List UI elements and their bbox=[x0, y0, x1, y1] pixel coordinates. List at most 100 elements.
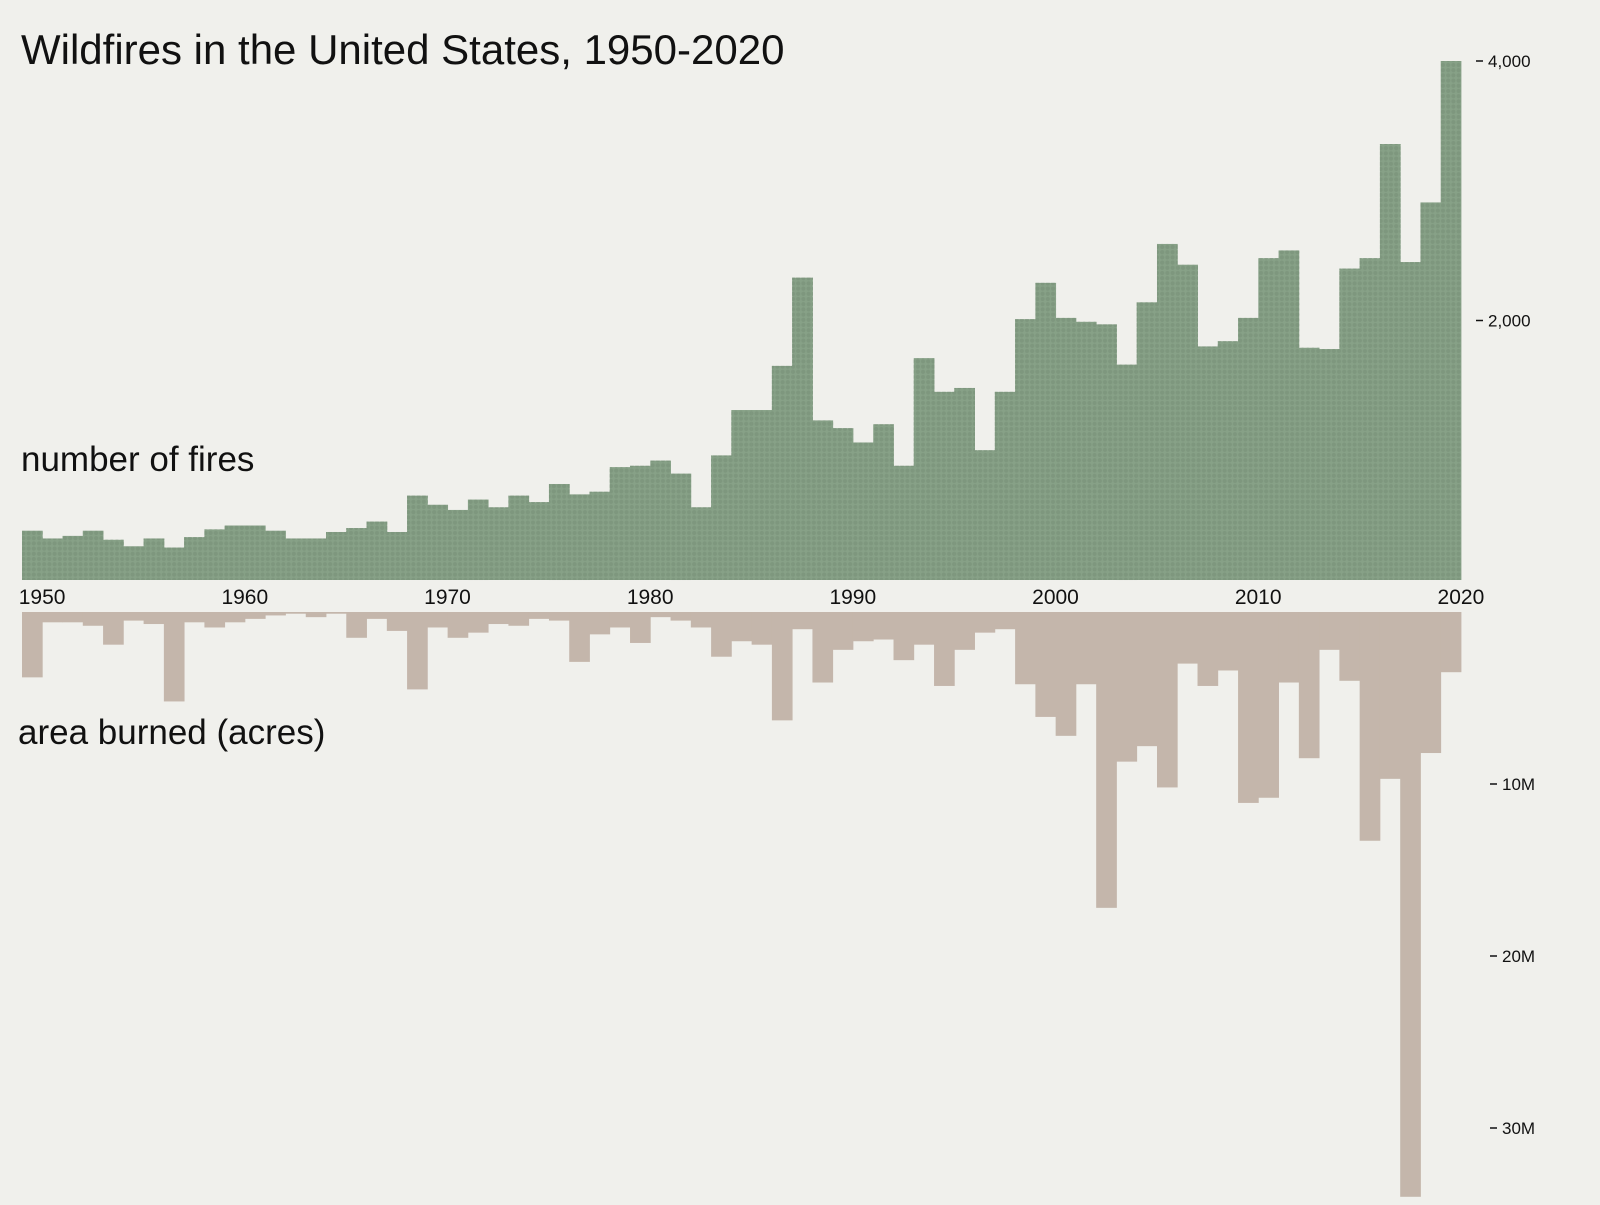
area-bar-1959 bbox=[204, 612, 226, 628]
area-bar-2010 bbox=[1238, 612, 1259, 803]
fires-bar-dots-1984 bbox=[711, 455, 732, 580]
fires-bar-dots-1996 bbox=[954, 387, 975, 580]
area-bar-1969 bbox=[407, 612, 428, 690]
area-bar-2002 bbox=[1075, 612, 1097, 685]
area-bar-2020 bbox=[1440, 612, 1462, 673]
fires-bar-dots-2019 bbox=[1420, 202, 1442, 580]
fires-bar-dots-2003 bbox=[1096, 324, 1117, 580]
fires-bar-dots-1993 bbox=[893, 465, 915, 580]
fires-bar-dots-1976 bbox=[548, 483, 570, 581]
fires-bar-dots-1990 bbox=[832, 428, 854, 580]
fires-bar-dots-1950 bbox=[22, 530, 43, 580]
area-bar-1960 bbox=[224, 612, 246, 623]
area-bar-1958 bbox=[184, 612, 205, 623]
fires-bar-dots-2008 bbox=[1197, 346, 1219, 580]
area-bar-1973 bbox=[488, 612, 509, 625]
area-bar-1995 bbox=[934, 612, 955, 686]
area-bar-1986 bbox=[751, 612, 773, 645]
area-bar-1965 bbox=[326, 612, 347, 614]
area-bar-1991 bbox=[852, 612, 874, 642]
area-bar-2007 bbox=[1177, 612, 1198, 664]
fires-bar-dots-1991 bbox=[852, 442, 874, 580]
fires-bar-dots-2013 bbox=[1298, 347, 1320, 580]
fires-bar-dots-1953 bbox=[82, 530, 104, 580]
x-tick-label-2020: 2020 bbox=[1438, 586, 1485, 609]
area-bar-1971 bbox=[447, 612, 469, 638]
fires-bar-dots-1963 bbox=[285, 538, 307, 580]
fires-bar-dots-2001 bbox=[1055, 317, 1077, 580]
area-bars bbox=[22, 612, 1462, 1197]
area-bar-2005 bbox=[1136, 612, 1158, 747]
area-bar-1975 bbox=[528, 612, 550, 619]
area-bar-2018 bbox=[1400, 612, 1421, 1197]
x-tick-label-1950: 1950 bbox=[19, 586, 66, 609]
area-bar-1955 bbox=[123, 612, 145, 621]
fires-bar-dots-1965 bbox=[326, 531, 347, 580]
fires-bar-dots-2000 bbox=[1035, 282, 1057, 580]
fires-bar-dots-1987 bbox=[771, 365, 793, 580]
area-bar-2019 bbox=[1420, 612, 1442, 754]
area-bar-2004 bbox=[1116, 612, 1138, 762]
area-bar-1961 bbox=[244, 612, 266, 619]
area-bar-2013 bbox=[1298, 612, 1320, 759]
fires-bar-dots-2016 bbox=[1359, 258, 1381, 580]
area-bar-1990 bbox=[832, 612, 854, 650]
fires-panel-label: number of fires bbox=[21, 440, 255, 479]
fires-bar-dots-1964 bbox=[305, 538, 327, 580]
fires-bar-dots-1968 bbox=[386, 531, 408, 580]
x-tick-label-2000: 2000 bbox=[1032, 586, 1079, 609]
area-bar-1970 bbox=[427, 612, 449, 628]
fires-bar-dots-1979 bbox=[609, 467, 631, 580]
area-bar-2001 bbox=[1055, 612, 1077, 736]
fires-bar-dots-1998 bbox=[994, 391, 1016, 580]
area-bar-1987 bbox=[771, 612, 793, 721]
fires-bar-dots-1982 bbox=[670, 473, 692, 581]
fires-bar-dots-1988 bbox=[792, 277, 813, 580]
fires-bar-dots-1983 bbox=[690, 507, 712, 580]
fires-bar-dots-2010 bbox=[1238, 317, 1259, 580]
area-bar-2016 bbox=[1359, 612, 1381, 841]
fires-bar-dots-1960 bbox=[224, 525, 246, 580]
area-bar-1964 bbox=[305, 612, 327, 618]
area-bar-1977 bbox=[569, 612, 590, 662]
x-tick-label-1970: 1970 bbox=[424, 586, 471, 609]
area-bar-1997 bbox=[974, 612, 996, 633]
chart-title: Wildfires in the United States, 1950-202… bbox=[21, 26, 785, 73]
area-bar-1984 bbox=[711, 612, 732, 657]
fires-bar-dots-1962 bbox=[265, 530, 286, 580]
fires-bar-dots-2009 bbox=[1217, 341, 1239, 580]
fires-bar-dots-1973 bbox=[488, 507, 509, 580]
area-bar-1972 bbox=[467, 612, 489, 633]
area-bar-1968 bbox=[386, 612, 408, 631]
area-bar-1951 bbox=[42, 612, 63, 623]
fires-bar-dots-1966 bbox=[346, 528, 367, 580]
fires-bar-dots-2012 bbox=[1278, 250, 1300, 580]
area-bar-1996 bbox=[954, 612, 975, 650]
area-bar-1999 bbox=[1015, 612, 1036, 685]
area-bar-1950 bbox=[22, 612, 43, 678]
area-bar-1966 bbox=[346, 612, 367, 638]
area-bar-1992 bbox=[873, 612, 894, 640]
area-bar-2006 bbox=[1156, 612, 1178, 788]
area-bar-1988 bbox=[792, 612, 813, 630]
fires-bar-dots-1958 bbox=[184, 537, 205, 580]
area-y-tick-label-20M: 20M bbox=[1502, 947, 1535, 966]
fires-bar-dots-2007 bbox=[1177, 264, 1198, 580]
fires-bar-dots-2018 bbox=[1400, 262, 1421, 580]
fires-bar-dots-2011 bbox=[1258, 258, 1279, 580]
fires-bar-dots-1955 bbox=[123, 546, 145, 580]
area-bar-1963 bbox=[285, 612, 307, 614]
area-panel-label: area burned (acres) bbox=[18, 713, 326, 752]
fires-bar-dots-1981 bbox=[650, 460, 671, 580]
x-tick-label-2010: 2010 bbox=[1235, 586, 1282, 609]
area-bar-2003 bbox=[1096, 612, 1117, 908]
fires-bar-dots-1999 bbox=[1015, 319, 1036, 580]
area-bar-2008 bbox=[1197, 612, 1219, 686]
area-bar-1967 bbox=[366, 612, 388, 619]
area-bar-2015 bbox=[1339, 612, 1361, 681]
area-bar-1981 bbox=[650, 612, 671, 618]
fires-bar-dots-1967 bbox=[366, 521, 388, 580]
area-bar-1985 bbox=[731, 612, 753, 642]
area-bar-1982 bbox=[670, 612, 692, 621]
